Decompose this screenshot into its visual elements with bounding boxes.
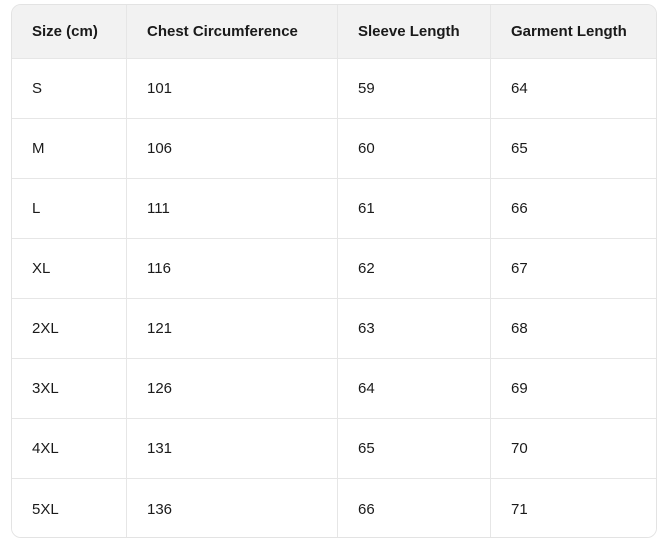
cell: 116 (126, 239, 337, 298)
cell: 136 (126, 479, 337, 537)
cell: 2XL (32, 320, 59, 337)
cell: 4XL (32, 440, 59, 457)
cell: 61 (337, 179, 490, 238)
cell: 68 (490, 299, 656, 358)
cell: 5XL (32, 500, 59, 518)
table-row: M 106 60 65 (12, 119, 656, 179)
header-cell: Size (cm) (32, 23, 98, 40)
table-row: XL 116 62 67 (12, 239, 656, 299)
cell: 126 (126, 359, 337, 418)
header-cell: Garment Length (490, 5, 656, 58)
cell: M (32, 140, 45, 157)
cell: 59 (337, 59, 490, 118)
size-chart-table: Size (cm) Chest Circumference Sleeve Lengt… (11, 4, 657, 538)
cell: 131 (126, 419, 337, 478)
table-row: 5XL 136 66 71 (12, 479, 656, 537)
header-cell: Chest Circumference (126, 5, 337, 58)
table-row: 3XL 126 64 69 (12, 359, 656, 419)
cell: 111 (126, 179, 337, 238)
table-row: 2XL 121 63 68 (12, 299, 656, 359)
cell: 64 (490, 59, 656, 118)
table-row: S 101 59 64 (12, 59, 656, 119)
cell: 65 (490, 119, 656, 178)
cell: L (32, 200, 41, 217)
cell: XL (32, 260, 51, 277)
table-header-row: Size (cm) Chest Circumference Sleeve Lengt… (12, 5, 656, 59)
cell: 70 (490, 419, 656, 478)
cell: 64 (337, 359, 490, 418)
cell: 65 (337, 419, 490, 478)
cell: 67 (490, 239, 656, 298)
table-row: L 111 61 66 (12, 179, 656, 239)
cell: 63 (337, 299, 490, 358)
cell: 106 (126, 119, 337, 178)
cell: 60 (337, 119, 490, 178)
cell: 66 (337, 479, 490, 537)
cell: 66 (490, 179, 656, 238)
cell: 62 (337, 239, 490, 298)
table-row: 4XL 131 65 70 (12, 419, 656, 479)
cell: S (32, 80, 43, 97)
cell: 3XL (32, 380, 59, 397)
cell: 101 (126, 59, 337, 118)
table-body: S 101 59 64 M 106 60 65 L 111 61 66 XL 116 62 67 2XL 121 6… (12, 59, 656, 537)
cell: 69 (490, 359, 656, 418)
cell: 71 (490, 479, 656, 537)
cell: 121 (126, 299, 337, 358)
header-cell: Sleeve Length (337, 5, 490, 58)
